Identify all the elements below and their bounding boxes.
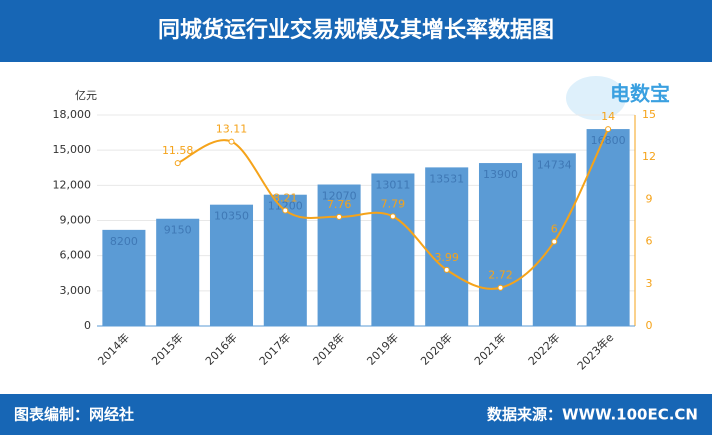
growth-point [336,213,343,220]
bar-value-label: 16800 [591,134,626,147]
y2-tick-label: 9 [646,192,653,205]
y-tick-label: 12,000 [53,178,92,191]
y-tick-label: 18,000 [53,108,92,121]
bar-value-label: 13011 [375,178,410,191]
line-value-label: 13.11 [216,123,248,136]
line-value-label: 7.79 [381,197,406,210]
line-value-label: 7.76 [327,198,352,211]
y-tick-label: 6,000 [60,249,92,262]
bar [156,218,200,326]
y2-tick-label: 6 [646,235,653,248]
line-value-label: 2.72 [488,269,513,282]
bar-value-label: 12070 [322,190,357,203]
bar-value-label: 8200 [110,235,138,248]
bar [209,204,254,326]
bar-value-label: 9150 [164,224,192,237]
bar [102,229,146,326]
footer-right: 数据来源：WWW.100EC.CN [487,406,698,424]
bar-value-label: 13531 [429,172,464,185]
growth-point [551,238,558,245]
bar-value-label: 13900 [483,168,518,181]
logo-text: 电数宝 [610,82,670,106]
line-value-label: 14 [601,110,615,123]
bar [425,167,469,326]
line-value-label: 3.99 [434,251,459,264]
y-axis-label: 亿元 [75,89,97,102]
line-value-label: 11.58 [162,144,194,157]
growth-point [282,207,289,214]
growth-point [389,213,396,220]
bar [263,194,307,326]
y-tick-label: 0 [84,319,91,332]
bar [317,184,361,326]
y2-tick-label: 3 [646,277,653,290]
page-title: 同城货运行业交易规模及其增长率数据图 [158,17,554,43]
logo-cloud [566,76,626,120]
y2-tick-label: 15 [642,108,656,121]
line-value-label: 6 [551,223,558,236]
y-tick-label: 15,000 [53,143,92,156]
bar [586,129,630,326]
footer-band [0,394,712,435]
bar [478,163,523,326]
bar-value-label: 10350 [214,210,249,223]
footer-left: 图表编制：网经社 [14,406,134,424]
growth-point [605,126,612,133]
growth-point [497,284,504,291]
y-tick-label: 9,000 [60,214,92,227]
bar [371,173,415,326]
y2-tick-label: 12 [642,150,656,163]
header-band [0,0,712,62]
y-tick-label: 3,000 [60,284,92,297]
growth-point [443,266,450,273]
growth-point [228,138,235,145]
growth-point [174,160,181,167]
y2-tick-label: 0 [646,319,653,332]
bar-value-label: 14734 [537,158,572,171]
line-value-label: 8.21 [273,192,298,205]
